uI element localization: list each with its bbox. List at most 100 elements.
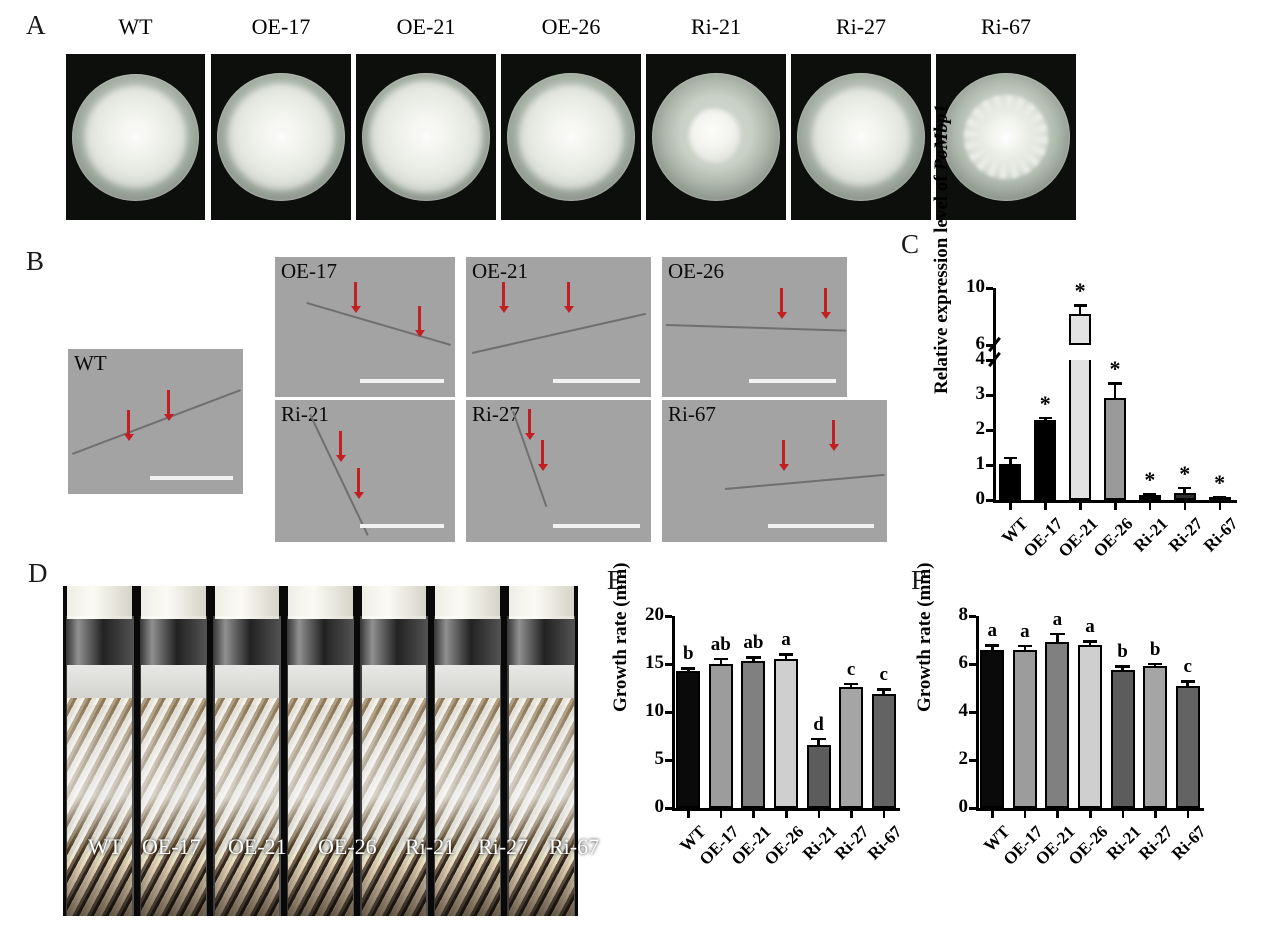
bar-oe-17 bbox=[708, 664, 733, 808]
y-axis bbox=[976, 616, 979, 808]
tube-cotton-plug bbox=[214, 665, 280, 705]
x-tick bbox=[1148, 502, 1152, 510]
hypha-filament bbox=[306, 301, 452, 346]
significance-label: b bbox=[682, 643, 694, 665]
error-bar bbox=[1003, 456, 1018, 465]
y-tick bbox=[986, 464, 993, 467]
y-tick bbox=[665, 711, 672, 714]
x-tick bbox=[1009, 502, 1012, 510]
panel-a-label-ri-21: Ri-21 bbox=[690, 14, 742, 39]
tube-cap bbox=[214, 586, 280, 619]
y-tick-label: 5 bbox=[654, 748, 665, 769]
error-bar bbox=[843, 682, 859, 688]
error-bar bbox=[1082, 640, 1098, 646]
petri-plate-oe-17 bbox=[211, 54, 351, 220]
significance-label: a bbox=[1052, 608, 1063, 630]
y-tick bbox=[986, 394, 993, 397]
bar-ri-27 bbox=[839, 687, 864, 808]
error-bar bbox=[811, 737, 826, 745]
hypha-filament bbox=[725, 473, 885, 491]
y-tick bbox=[986, 499, 993, 502]
culture-tube bbox=[504, 586, 578, 916]
y-tick-label: 15 bbox=[645, 652, 664, 673]
colony-core bbox=[995, 126, 1017, 148]
panel-c-chart: 0 1 2 3 4 6 10 Relative expression level of PoM… bbox=[931, 104, 1245, 562]
scale-bar bbox=[359, 379, 445, 383]
x-tick bbox=[1023, 810, 1027, 818]
y-tick bbox=[969, 663, 976, 666]
y-tick-label: 10 bbox=[645, 700, 664, 721]
micrograph-label: WT bbox=[74, 351, 107, 375]
tube-substrate bbox=[67, 698, 133, 916]
panel-f-chart: 0 2 4 6 8 Growth rate (mm) a WT a OE-17 a OE-21 a OE-… bbox=[914, 563, 1212, 869]
significance-label: b bbox=[1149, 638, 1161, 660]
significance-label: * bbox=[1039, 390, 1051, 416]
hypha-filament bbox=[471, 312, 646, 355]
micrograph-label: Ri-21 bbox=[281, 402, 329, 426]
micrograph-wt: WT bbox=[68, 349, 243, 494]
significance-label: * bbox=[1214, 469, 1226, 495]
x-tick bbox=[1183, 502, 1187, 510]
significance-label: a bbox=[1020, 620, 1030, 642]
tube-substrate bbox=[361, 698, 427, 916]
tube-cap bbox=[435, 586, 500, 619]
y-axis-title-text: Relative expression level of bbox=[931, 170, 952, 394]
y-tick-label: 6 bbox=[975, 333, 986, 355]
significance-label: ab bbox=[743, 632, 764, 654]
panel-d-label-ri-67: Ri-67 bbox=[549, 834, 600, 859]
significance-label: ab bbox=[710, 633, 731, 655]
micrograph-oe-26: OE-26 bbox=[662, 257, 847, 397]
error-bar bbox=[1180, 680, 1195, 687]
tube-cotton-plug bbox=[140, 665, 206, 705]
error-bar bbox=[681, 667, 696, 671]
panel-a-label-wt: WT bbox=[118, 14, 153, 39]
y-tick bbox=[969, 807, 976, 810]
error-bar bbox=[746, 656, 761, 662]
significance-label: a bbox=[781, 629, 791, 651]
y-axis bbox=[993, 288, 996, 500]
y-tick bbox=[986, 359, 993, 362]
tube-substrate bbox=[214, 698, 280, 916]
scale-bar bbox=[748, 379, 836, 383]
error-bar bbox=[1115, 665, 1130, 670]
culture-tube-photo bbox=[63, 586, 578, 916]
y-tick-label: 2 bbox=[975, 418, 986, 440]
panel-a-label-oe-17: OE-17 bbox=[251, 14, 311, 39]
error-bar bbox=[1147, 662, 1163, 667]
y-tick-label: 4 bbox=[958, 700, 969, 721]
x-tick bbox=[752, 810, 755, 818]
tube-cotton-plug bbox=[288, 665, 353, 705]
y-tick bbox=[969, 759, 976, 762]
significance-label: d bbox=[813, 713, 824, 735]
micrograph-oe-21: OE-21 bbox=[466, 257, 651, 397]
panel-e-chart: 0 5 10 15 20 Growth rate (mm) b WT ab OE-17 ab OE-2… bbox=[610, 563, 908, 869]
x-tick bbox=[719, 810, 723, 818]
y-tick-label: 8 bbox=[958, 604, 969, 625]
bar-wt bbox=[980, 649, 1005, 808]
tube-cap bbox=[288, 586, 353, 619]
tube-cotton-plug bbox=[361, 665, 427, 705]
scale-bar bbox=[552, 379, 640, 383]
y-axis-title: Relative expression level of PoMbp1 bbox=[931, 104, 953, 394]
panel-d-label-wt: WT bbox=[88, 834, 123, 859]
tube-cap bbox=[508, 586, 574, 619]
bar-ri-67 bbox=[1175, 686, 1200, 808]
hypha-filament bbox=[71, 389, 241, 456]
colony-mass bbox=[689, 108, 741, 163]
micrograph-ri-27: Ri-27 bbox=[466, 400, 651, 542]
significance-label: c bbox=[1183, 656, 1192, 678]
panel-d-label-oe-17: OE-17 bbox=[142, 834, 201, 859]
y-tick bbox=[969, 615, 976, 618]
culture-tube bbox=[357, 586, 431, 916]
significance-label: * bbox=[1074, 278, 1086, 304]
bar-wt bbox=[676, 670, 701, 808]
panel-a-letter: A bbox=[26, 10, 46, 40]
x-tick bbox=[1056, 810, 1059, 818]
culture-tube bbox=[137, 586, 211, 916]
x-tick bbox=[882, 810, 886, 818]
bar-ri-21 bbox=[1110, 670, 1135, 808]
x-axis bbox=[672, 808, 900, 811]
scale-bar bbox=[150, 476, 233, 480]
x-tick bbox=[1186, 810, 1190, 818]
bar-oe-21-upper bbox=[1069, 313, 1092, 346]
